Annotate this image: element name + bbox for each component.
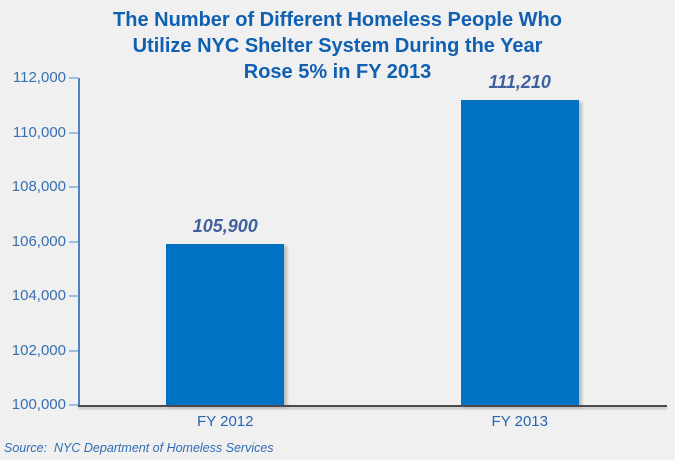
y-tick-label: 110,000 [12,123,66,141]
y-tick-mark [69,295,78,297]
y-tick-label: 102,000 [11,341,66,359]
y-tick-mark [69,186,78,188]
y-tick-mark [69,349,78,352]
chart-title-line-1: The Number of Different Homeless People … [113,9,562,31]
y-tick-mark [69,77,78,79]
y-tick-label: 106,000 [11,232,66,250]
y-tick-label: 100,000 [11,396,66,413]
chart-title-line-2: Utilize NYC Shelter System During the Ye… [132,35,543,57]
y-tick-mark [69,131,78,134]
bar-fy-2013 [460,99,579,405]
bar-fy-2012 [166,244,285,405]
y-tick-label: 112,000 [12,69,66,86]
bar-value-label: 111,210 [488,71,551,92]
y-tick-mark [69,404,78,406]
chart-title: The Number of Different Homeless People … [0,7,675,85]
y-tick-mark [69,240,78,243]
x-axis-line [78,405,667,407]
source-note: Source: NYC Department of Homeless Servi… [4,441,274,455]
chart-title-line-3: Rose 5% in FY 2013 [243,61,432,83]
x-tick-label: FY 2013 [491,413,548,430]
y-tick-label: 108,000 [11,178,66,195]
y-axis-line [78,78,80,406]
y-tick-label: 104,000 [11,287,66,304]
bar-value-label: 105,900 [192,216,258,237]
x-tick-label: FY 2012 [197,413,254,430]
